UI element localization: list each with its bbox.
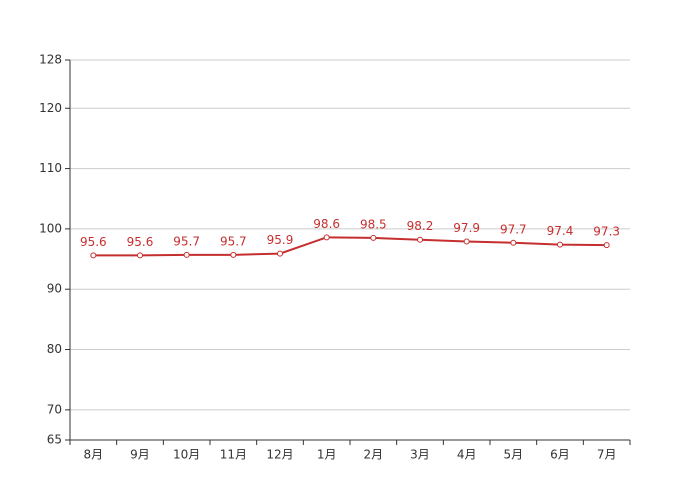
data-point xyxy=(417,236,423,243)
data-label: 97.4 xyxy=(547,224,574,238)
y-tick-label: 128 xyxy=(39,53,62,67)
x-tick-label: 11月 xyxy=(220,448,247,462)
data-label: 97.9 xyxy=(453,221,480,235)
x-tick-label: 3月 xyxy=(410,448,430,462)
data-point xyxy=(230,251,237,258)
data-point xyxy=(323,234,330,241)
x-tick-label: 4月 xyxy=(457,448,477,462)
data-label: 97.7 xyxy=(500,222,527,236)
data-line xyxy=(93,236,607,257)
x-tick-label: 8月 xyxy=(84,448,104,462)
x-tick-label: 6月 xyxy=(550,448,570,462)
data-point xyxy=(183,251,190,258)
x-tick-label: 10月 xyxy=(173,448,200,462)
y-tick-label: 80 xyxy=(47,342,62,356)
y-tick-label: 70 xyxy=(47,402,62,416)
y-tick-label: 100 xyxy=(39,221,62,235)
data-point xyxy=(557,241,563,248)
data-label: 95.6 xyxy=(80,235,107,249)
x-tick-label: 5月 xyxy=(504,448,524,462)
data-point xyxy=(370,234,377,241)
y-tick-label: 90 xyxy=(47,282,62,296)
x-tick-label: 9月 xyxy=(130,448,150,462)
x-tick-label: 1月 xyxy=(317,448,337,462)
x-tick-label: 7月 xyxy=(597,448,617,462)
y-tick-label: 110 xyxy=(39,161,62,175)
data-point xyxy=(90,252,97,259)
data-point xyxy=(603,242,610,249)
x-tick-label: 2月 xyxy=(364,448,384,462)
y-tick-label: 65 xyxy=(47,433,62,447)
data-label: 95.7 xyxy=(173,234,200,248)
x-tick-label: 12月 xyxy=(266,448,293,462)
data-point xyxy=(510,239,517,246)
data-label: 95.7 xyxy=(220,234,247,248)
data-point xyxy=(277,250,283,257)
data-label: 97.3 xyxy=(593,225,620,239)
data-label: 95.6 xyxy=(127,235,154,249)
data-point xyxy=(463,238,470,245)
data-label: 98.2 xyxy=(407,219,434,233)
y-tick-label: 120 xyxy=(39,101,62,115)
data-label: 98.5 xyxy=(360,217,387,231)
data-label: 95.9 xyxy=(267,233,294,247)
data-label: 98.6 xyxy=(313,217,340,231)
data-point xyxy=(137,252,143,259)
